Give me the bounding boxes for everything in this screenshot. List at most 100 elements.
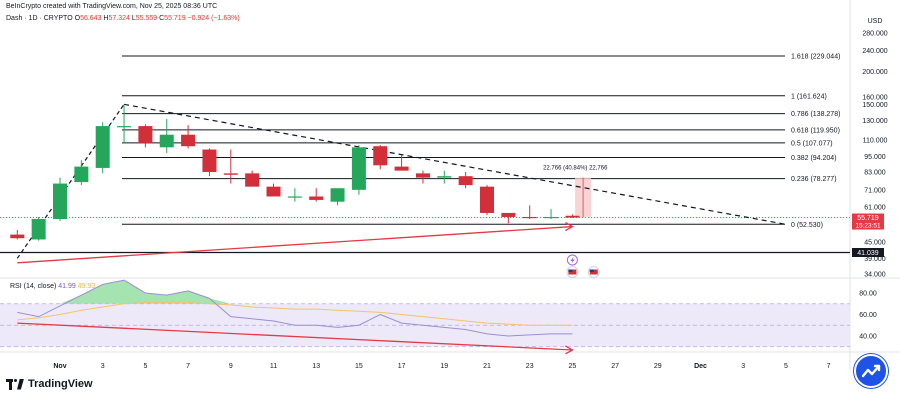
fib-level-label: 0.236 (78.277)	[791, 176, 837, 183]
ohlc-key: O	[74, 15, 81, 22]
y-tick-label: 95.000	[864, 154, 886, 161]
candle-body	[373, 146, 388, 166]
x-tick-label: 3	[741, 363, 745, 370]
y-tick-label: 160.000	[862, 94, 887, 101]
x-tick-label: 11	[270, 363, 277, 370]
arrow-head-icon	[565, 345, 574, 355]
x-tick-label: 21	[483, 363, 491, 370]
candle-body	[31, 219, 46, 240]
us-flag-icon	[568, 269, 573, 272]
rsi-divergence-arrow	[17, 322, 573, 351]
candle-body	[480, 186, 494, 213]
y-tick-label: 45.000	[864, 239, 886, 246]
candle-body	[501, 212, 516, 217]
x-tick-label: 7	[186, 363, 190, 370]
y-tick-label: 39.000	[864, 256, 886, 263]
rsi-y-tick-label: 60.00	[859, 312, 877, 319]
candle-body	[544, 216, 559, 219]
fib-level-label: 0.786 (138.278)	[791, 111, 840, 118]
ohlc-value: −0.924 (−1.63%)	[185, 15, 240, 22]
y-tick-label: 61.000	[864, 205, 886, 212]
ohlc-value: 55.559	[135, 15, 158, 22]
countdown-label: 15:23:51	[855, 223, 881, 230]
x-tick-label: Nov	[53, 363, 66, 370]
candle-body	[53, 183, 67, 220]
y-tick-label: 83.000	[864, 169, 886, 176]
flash-event-icon	[570, 257, 575, 264]
support-price-tag	[852, 247, 884, 257]
candle-body	[223, 173, 238, 175]
chart-trend-icon	[861, 364, 881, 378]
rsi-overbought-fill	[17, 280, 573, 304]
x-tick-label: 15	[355, 363, 363, 370]
candle-body	[437, 176, 452, 178]
x-tick-label: 25	[569, 363, 577, 370]
y-tick-label: 240.000	[862, 48, 887, 55]
attribution-text: BeInCrypto created with TradingView.com,…	[6, 3, 218, 10]
fib-level-label: 0.618 (119.950)	[791, 127, 840, 134]
candle-body	[266, 186, 281, 197]
rsi-value: 41.99	[58, 283, 76, 290]
y-tick-label: 150.000	[862, 102, 887, 109]
currency-label: USD	[868, 18, 883, 25]
fib-level-label: 0.382 (94.204)	[791, 155, 837, 162]
last-price-label: 55.719	[857, 215, 879, 222]
x-tick-label: 27	[611, 363, 619, 370]
x-tick-label: 19	[440, 363, 448, 370]
y-tick-label: 110.000	[863, 137, 888, 144]
us-flag-icon	[589, 269, 594, 272]
y-tick-label: 200.000	[862, 69, 887, 76]
ohlc-key: H	[101, 15, 109, 22]
arrow-head-icon	[565, 221, 574, 232]
measure-label: 22.766 (40.84%) 22,766	[543, 166, 608, 172]
x-tick-label: 29	[654, 363, 662, 370]
y-tick-label: 130.000	[862, 118, 887, 125]
x-tick-label: 13	[312, 363, 320, 370]
candle-body	[351, 147, 366, 190]
x-tick-label: 5	[784, 363, 788, 370]
rsi-y-tick-label: 80.00	[859, 291, 877, 298]
y-tick-label: 34.000	[864, 272, 886, 279]
x-tick-label: 23	[526, 363, 534, 370]
fib-level-label: 0.5 (107.077)	[791, 140, 833, 147]
candle-body	[95, 126, 110, 168]
candle-body	[565, 215, 580, 218]
fib-level-label: 1.618 (229.044)	[791, 53, 840, 60]
support-price-label: 41.039	[857, 250, 879, 257]
brand-name: TradingView	[28, 378, 93, 390]
rsi-label: RSI (14, close)	[10, 283, 57, 290]
y-tick-label: 280.000	[862, 31, 887, 38]
ohlc-values: O56.643 H57.324 L55.559 C55.719 −0.924 (…	[75, 15, 240, 22]
fib-level-label: 1 (161.624)	[791, 93, 827, 100]
ohlc-value: 55.719	[164, 15, 186, 22]
fib-level-label: 0 (52.530)	[791, 222, 823, 229]
candle-body	[10, 234, 25, 239]
candle-body	[458, 176, 473, 186]
x-tick-label: 17	[398, 363, 406, 370]
rsi-line	[17, 279, 573, 337]
candle-body	[415, 173, 430, 178]
candle-body	[330, 188, 345, 202]
symbol-label: Dash · 1D · CRYPTO	[6, 15, 73, 22]
tradingview-chat-button[interactable]	[854, 354, 888, 388]
x-tick-label: 9	[229, 363, 233, 370]
rsi-legend: RSI (14, close) 41.99 49.93	[10, 283, 95, 290]
rsi-ma-value: 49.93	[77, 283, 96, 290]
candle-body	[245, 173, 260, 187]
tradingview-logo-icon	[6, 378, 24, 390]
candle-body	[117, 126, 132, 128]
candle-body	[394, 166, 409, 171]
ohlc-legend: Dash · 1D · CRYPTO O56.643 H57.324 L55.5…	[6, 15, 240, 22]
candle-body	[287, 196, 302, 198]
ohlc-value: 57.324	[108, 15, 130, 22]
candle-body	[181, 134, 196, 147]
ohlc-key: C	[157, 15, 165, 22]
last-price-tag	[852, 213, 884, 230]
ohlc-value: 56.643	[80, 15, 102, 22]
candle-body	[202, 149, 217, 172]
x-tick-label: 7	[827, 363, 831, 370]
price-trend-arrow	[17, 225, 573, 264]
y-tick-label: 71.000	[864, 187, 886, 194]
x-tick-label: Dec	[694, 363, 707, 370]
